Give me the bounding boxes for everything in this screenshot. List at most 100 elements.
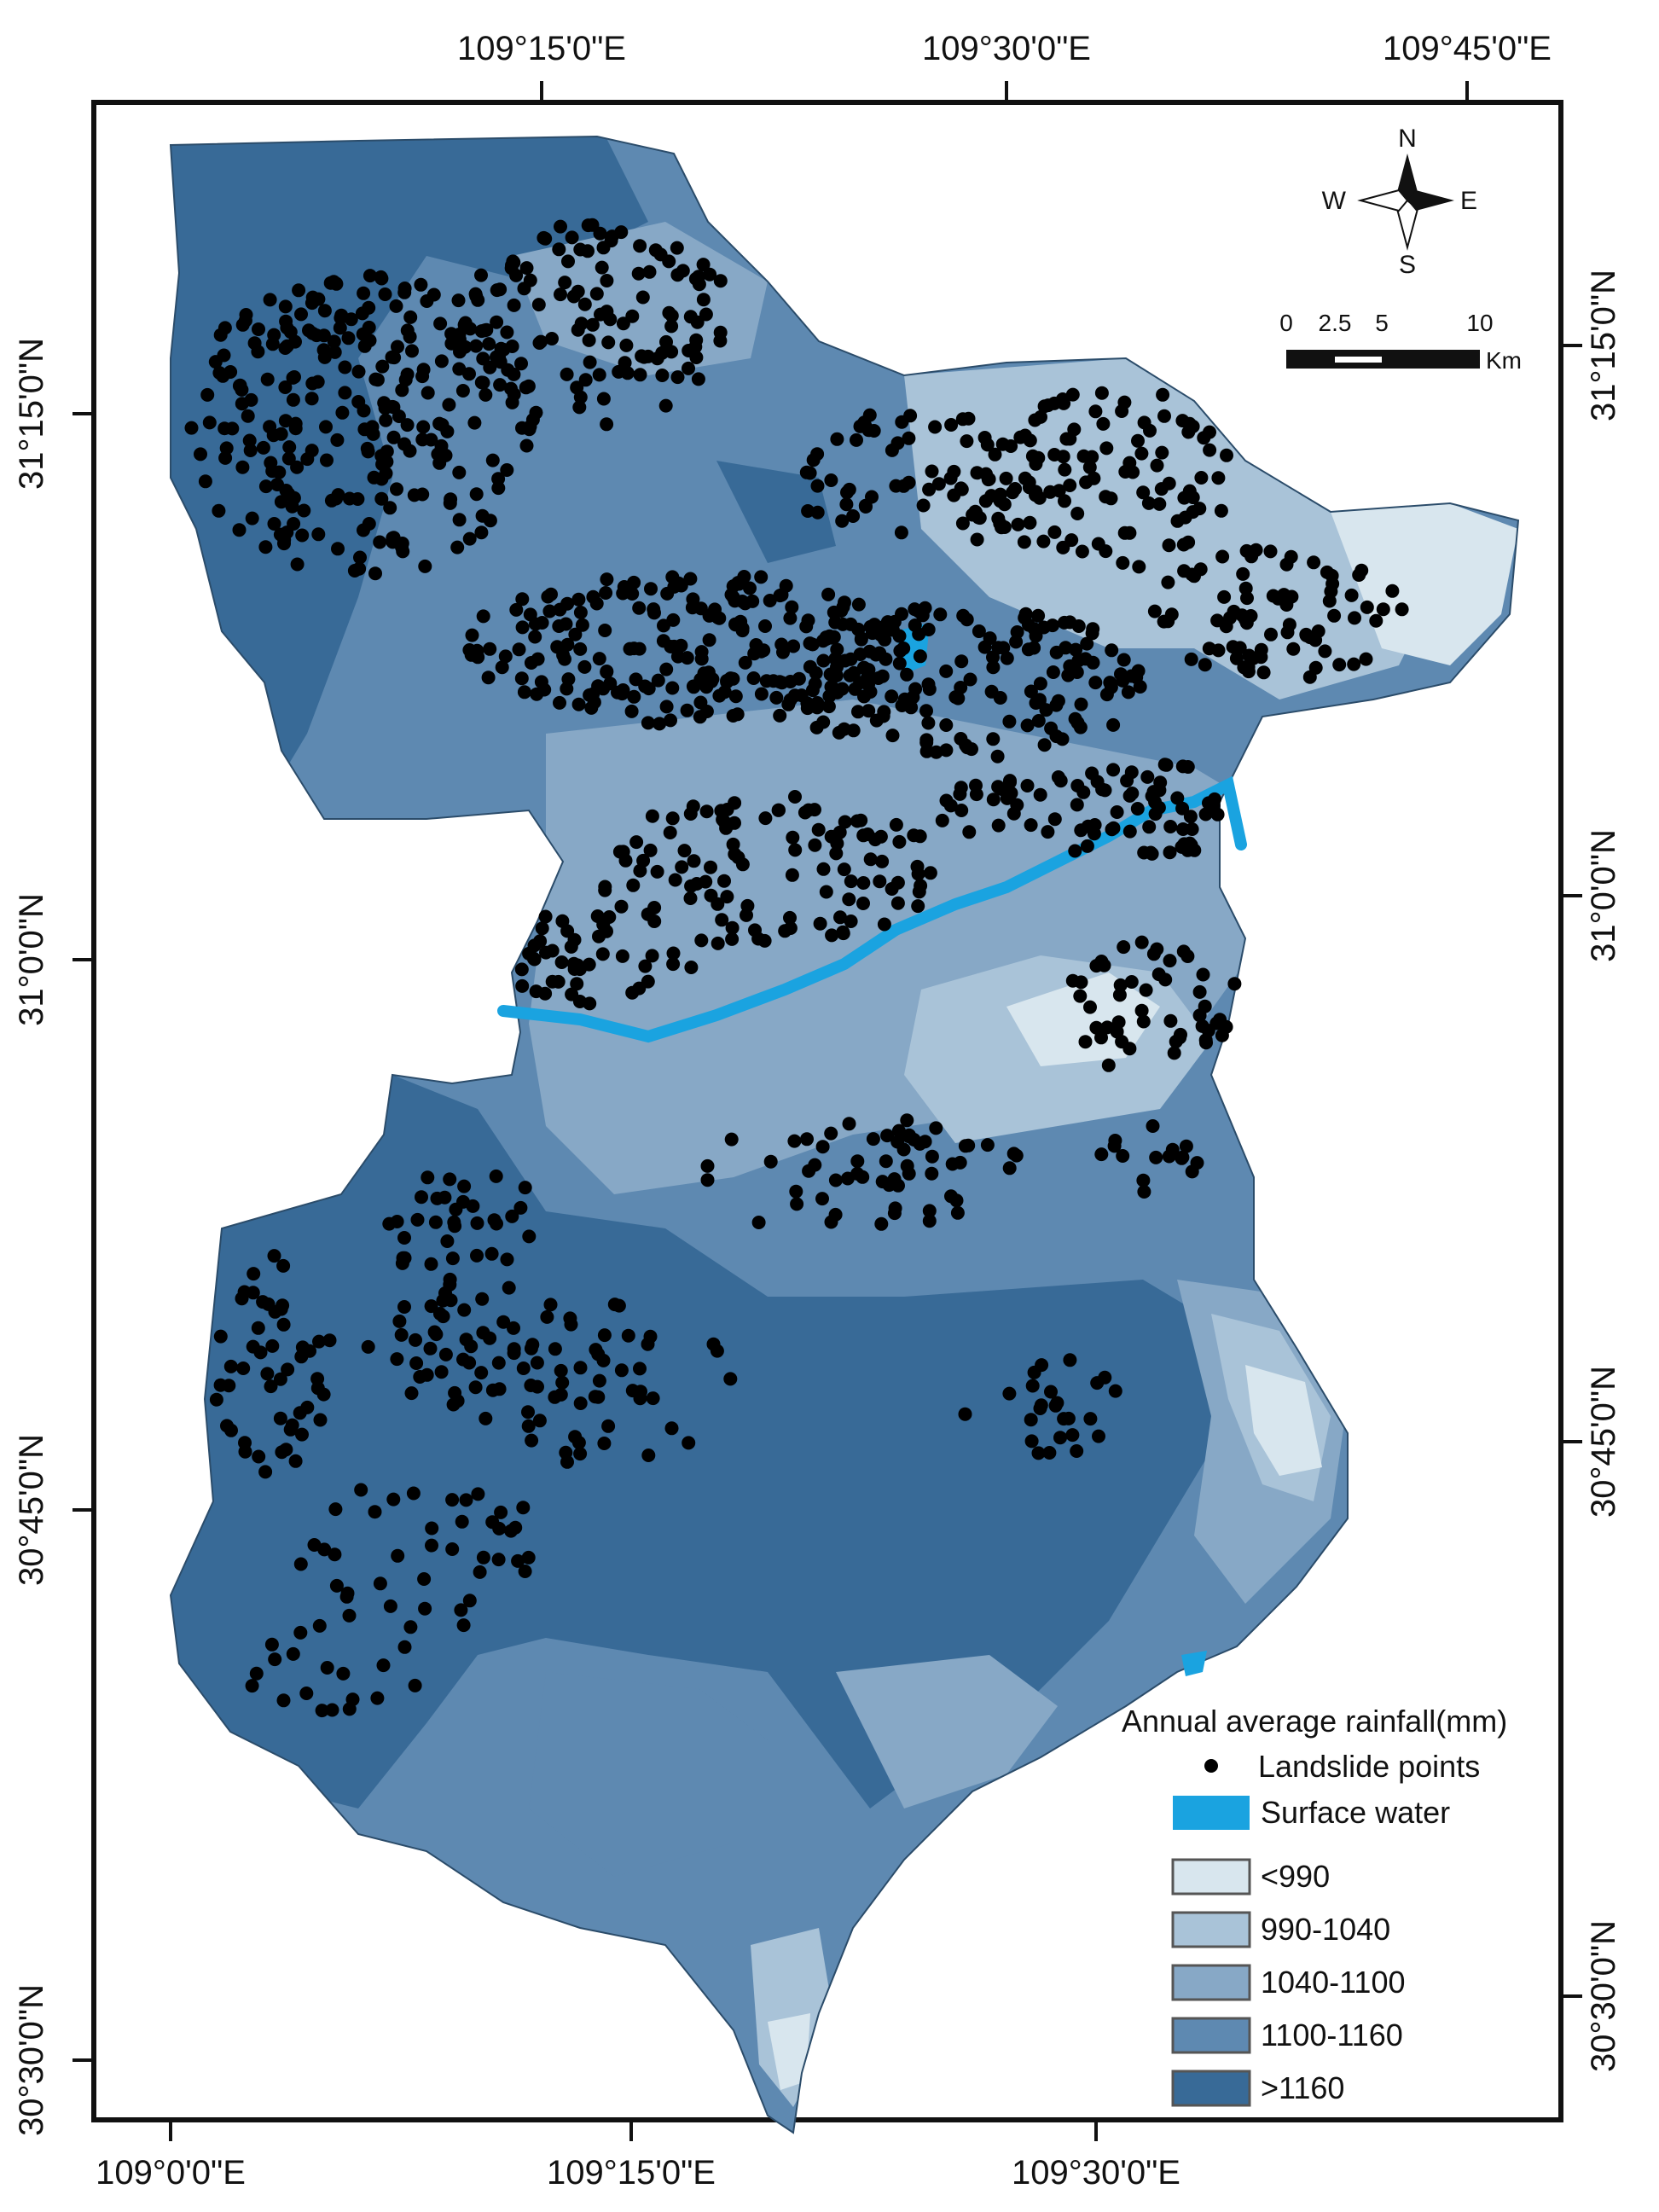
landslide-point bbox=[1117, 525, 1132, 540]
landslide-point bbox=[620, 366, 635, 380]
landslide-point bbox=[1157, 758, 1172, 772]
landslide-point bbox=[249, 1666, 264, 1681]
landslide-point bbox=[223, 1359, 238, 1373]
landslide-point bbox=[434, 354, 449, 369]
landslide-point bbox=[286, 392, 300, 407]
landslide-point bbox=[568, 1430, 583, 1444]
landslide-point bbox=[794, 688, 809, 703]
landslide-point bbox=[518, 1181, 532, 1195]
landslide-point bbox=[763, 594, 777, 607]
landslide-point bbox=[316, 1387, 331, 1402]
north-arrow: N S W E bbox=[1322, 125, 1477, 279]
landslide-point bbox=[1032, 693, 1047, 707]
landslide-point bbox=[645, 809, 659, 823]
landslide-point bbox=[1071, 653, 1086, 668]
landslide-point bbox=[664, 1421, 679, 1436]
landslide-point bbox=[694, 652, 709, 666]
legend-class-swatch bbox=[1171, 2070, 1251, 2107]
landslide-point bbox=[676, 264, 690, 278]
landslide-point bbox=[633, 863, 647, 878]
landslide-point bbox=[1057, 615, 1071, 630]
landslide-point bbox=[421, 386, 435, 400]
landslide-point bbox=[833, 910, 847, 925]
landslide-point bbox=[1187, 843, 1202, 857]
landslide-point bbox=[514, 357, 528, 371]
landslide-point bbox=[624, 704, 639, 718]
landslide-point bbox=[1023, 433, 1037, 448]
landslide-point bbox=[1178, 510, 1192, 525]
landslide-point bbox=[571, 958, 585, 972]
landslide-point bbox=[633, 239, 647, 253]
landslide-point bbox=[365, 420, 380, 434]
landslide-point bbox=[1395, 602, 1409, 617]
landslide-point bbox=[873, 628, 888, 642]
landslide-point bbox=[476, 609, 490, 624]
landslide-point bbox=[803, 466, 817, 480]
landslide-point bbox=[539, 945, 553, 960]
landslide-point bbox=[629, 835, 644, 850]
landslide-point bbox=[241, 409, 255, 423]
landslide-point bbox=[621, 1328, 635, 1343]
landslide-point bbox=[494, 341, 508, 356]
landslide-point bbox=[485, 1383, 500, 1397]
landslide-point bbox=[687, 854, 701, 868]
landslide-point bbox=[1122, 824, 1137, 839]
landslide-point bbox=[1106, 717, 1121, 732]
landslide-point bbox=[598, 624, 612, 637]
landslide-point bbox=[406, 1486, 421, 1501]
landslide-point bbox=[1024, 818, 1038, 833]
landslide-point bbox=[851, 597, 866, 612]
landslide-point bbox=[560, 637, 575, 652]
landslide-point bbox=[312, 1334, 326, 1349]
landslide-point bbox=[589, 1343, 603, 1357]
landslide-point bbox=[515, 421, 529, 435]
landslide-point bbox=[1215, 1028, 1229, 1042]
landslide-point bbox=[944, 418, 959, 432]
landslide-point bbox=[699, 705, 714, 718]
landslide-point bbox=[836, 925, 850, 939]
landslide-point bbox=[1086, 655, 1100, 670]
landslide-point bbox=[1074, 697, 1088, 711]
landslide-point bbox=[910, 859, 925, 874]
landslide-point bbox=[745, 594, 760, 608]
landslide-point bbox=[554, 219, 567, 234]
landslide-point bbox=[573, 1361, 588, 1375]
landslide-point bbox=[1163, 954, 1177, 968]
landslide-point bbox=[666, 613, 681, 627]
landslide-point bbox=[939, 664, 954, 678]
landslide-point bbox=[759, 674, 774, 688]
landslide-point bbox=[273, 1411, 287, 1425]
landslide-point bbox=[516, 1361, 531, 1375]
landslide-point bbox=[320, 1661, 334, 1675]
landslide-point bbox=[787, 1134, 802, 1148]
landslide-point bbox=[409, 1356, 424, 1370]
scale-unit: Km bbox=[1486, 347, 1522, 374]
zone-1040-1100-d bbox=[836, 1655, 1058, 1808]
landslide-point bbox=[243, 444, 258, 457]
landslide-point bbox=[194, 447, 207, 462]
top-label-3: 109°45'0"E bbox=[1383, 30, 1552, 67]
landslide-point bbox=[498, 649, 513, 664]
landslide-point bbox=[671, 576, 686, 590]
landslide-point bbox=[686, 592, 700, 607]
landslide-point bbox=[1096, 416, 1111, 431]
scale-bar: 0 2.5 5 10 Km bbox=[1279, 310, 1522, 374]
landslide-point bbox=[890, 1135, 905, 1149]
landslide-point bbox=[1324, 584, 1338, 599]
landslide-point bbox=[445, 1493, 460, 1507]
landslide-point bbox=[293, 1406, 307, 1420]
landslide-point bbox=[405, 344, 419, 358]
landslide-point bbox=[418, 559, 432, 573]
landslide-point bbox=[1108, 1384, 1122, 1398]
landslide-point bbox=[1094, 1147, 1109, 1162]
legend-class-label: >1160 bbox=[1261, 2070, 1344, 2105]
landslide-point bbox=[970, 532, 984, 547]
landslide-point bbox=[410, 1212, 425, 1227]
landslide-point bbox=[1121, 685, 1135, 700]
landslide-point bbox=[724, 1132, 739, 1147]
landslide-point bbox=[375, 359, 390, 374]
landslide-point bbox=[629, 672, 643, 687]
landslide-point bbox=[466, 1199, 480, 1213]
landslide-point bbox=[986, 732, 1001, 746]
landslide-point bbox=[202, 415, 217, 430]
